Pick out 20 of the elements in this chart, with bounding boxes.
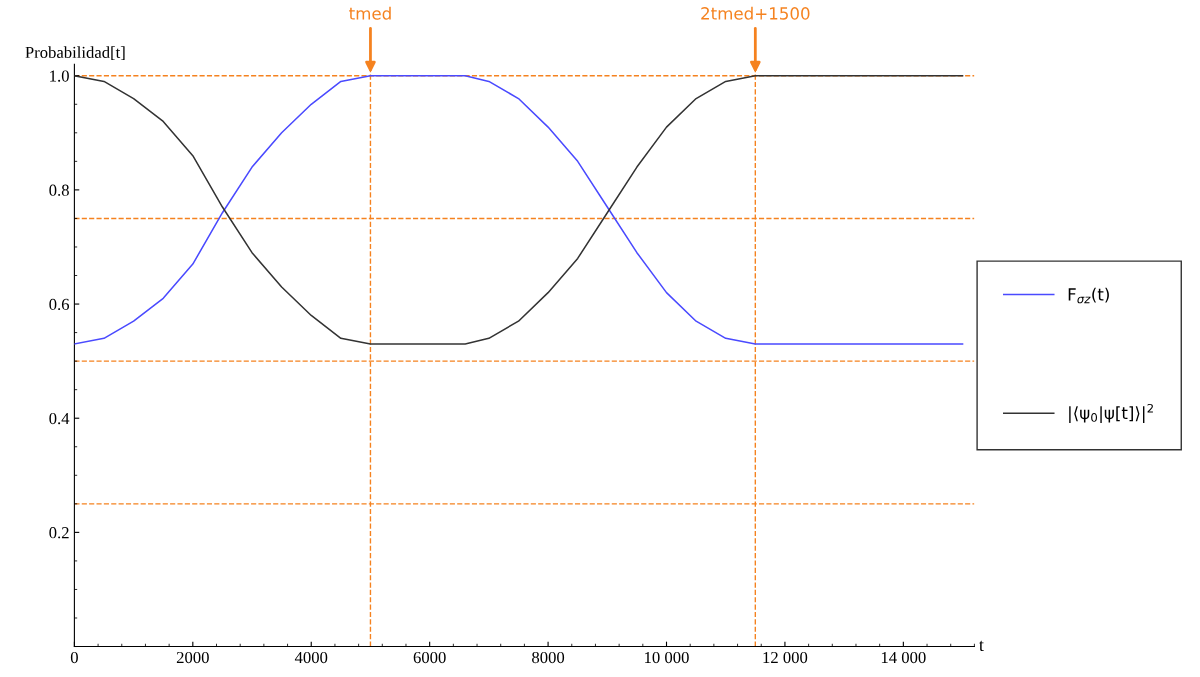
line-series xyxy=(74,74,964,345)
x-tick-label: 4000 xyxy=(294,651,328,664)
annotation: tmed xyxy=(349,6,391,20)
x-tick-label: 14 000 xyxy=(881,651,926,664)
y-tick-label: 0.8 xyxy=(49,184,69,196)
legend-label: F$_{σz}$(t) xyxy=(1068,287,1109,304)
y-axis-title: Probabilidad[t] xyxy=(25,46,125,61)
annotation: 2tmed+1500 xyxy=(701,6,810,20)
x-tick-label: 0 xyxy=(70,651,78,664)
x-tick-label: 10 000 xyxy=(645,651,689,664)
x-tick-label: 2000 xyxy=(176,651,209,664)
x-tick-label: 8000 xyxy=(532,651,565,664)
y-tick-label: 1.0 xyxy=(50,70,69,82)
x-axis-title: t xyxy=(979,640,984,652)
x-tick-label: 12 000 xyxy=(763,651,808,664)
y-tick-label: 0.4 xyxy=(49,412,70,425)
x-tick-label: 6000 xyxy=(413,651,446,664)
y-tick-label: 0.6 xyxy=(49,298,70,311)
legend-label: |⟨ψ$_{0}$|ψ[t]⟩|$^{2}$ xyxy=(1069,403,1153,423)
y-tick-label: 0.2 xyxy=(49,527,69,539)
